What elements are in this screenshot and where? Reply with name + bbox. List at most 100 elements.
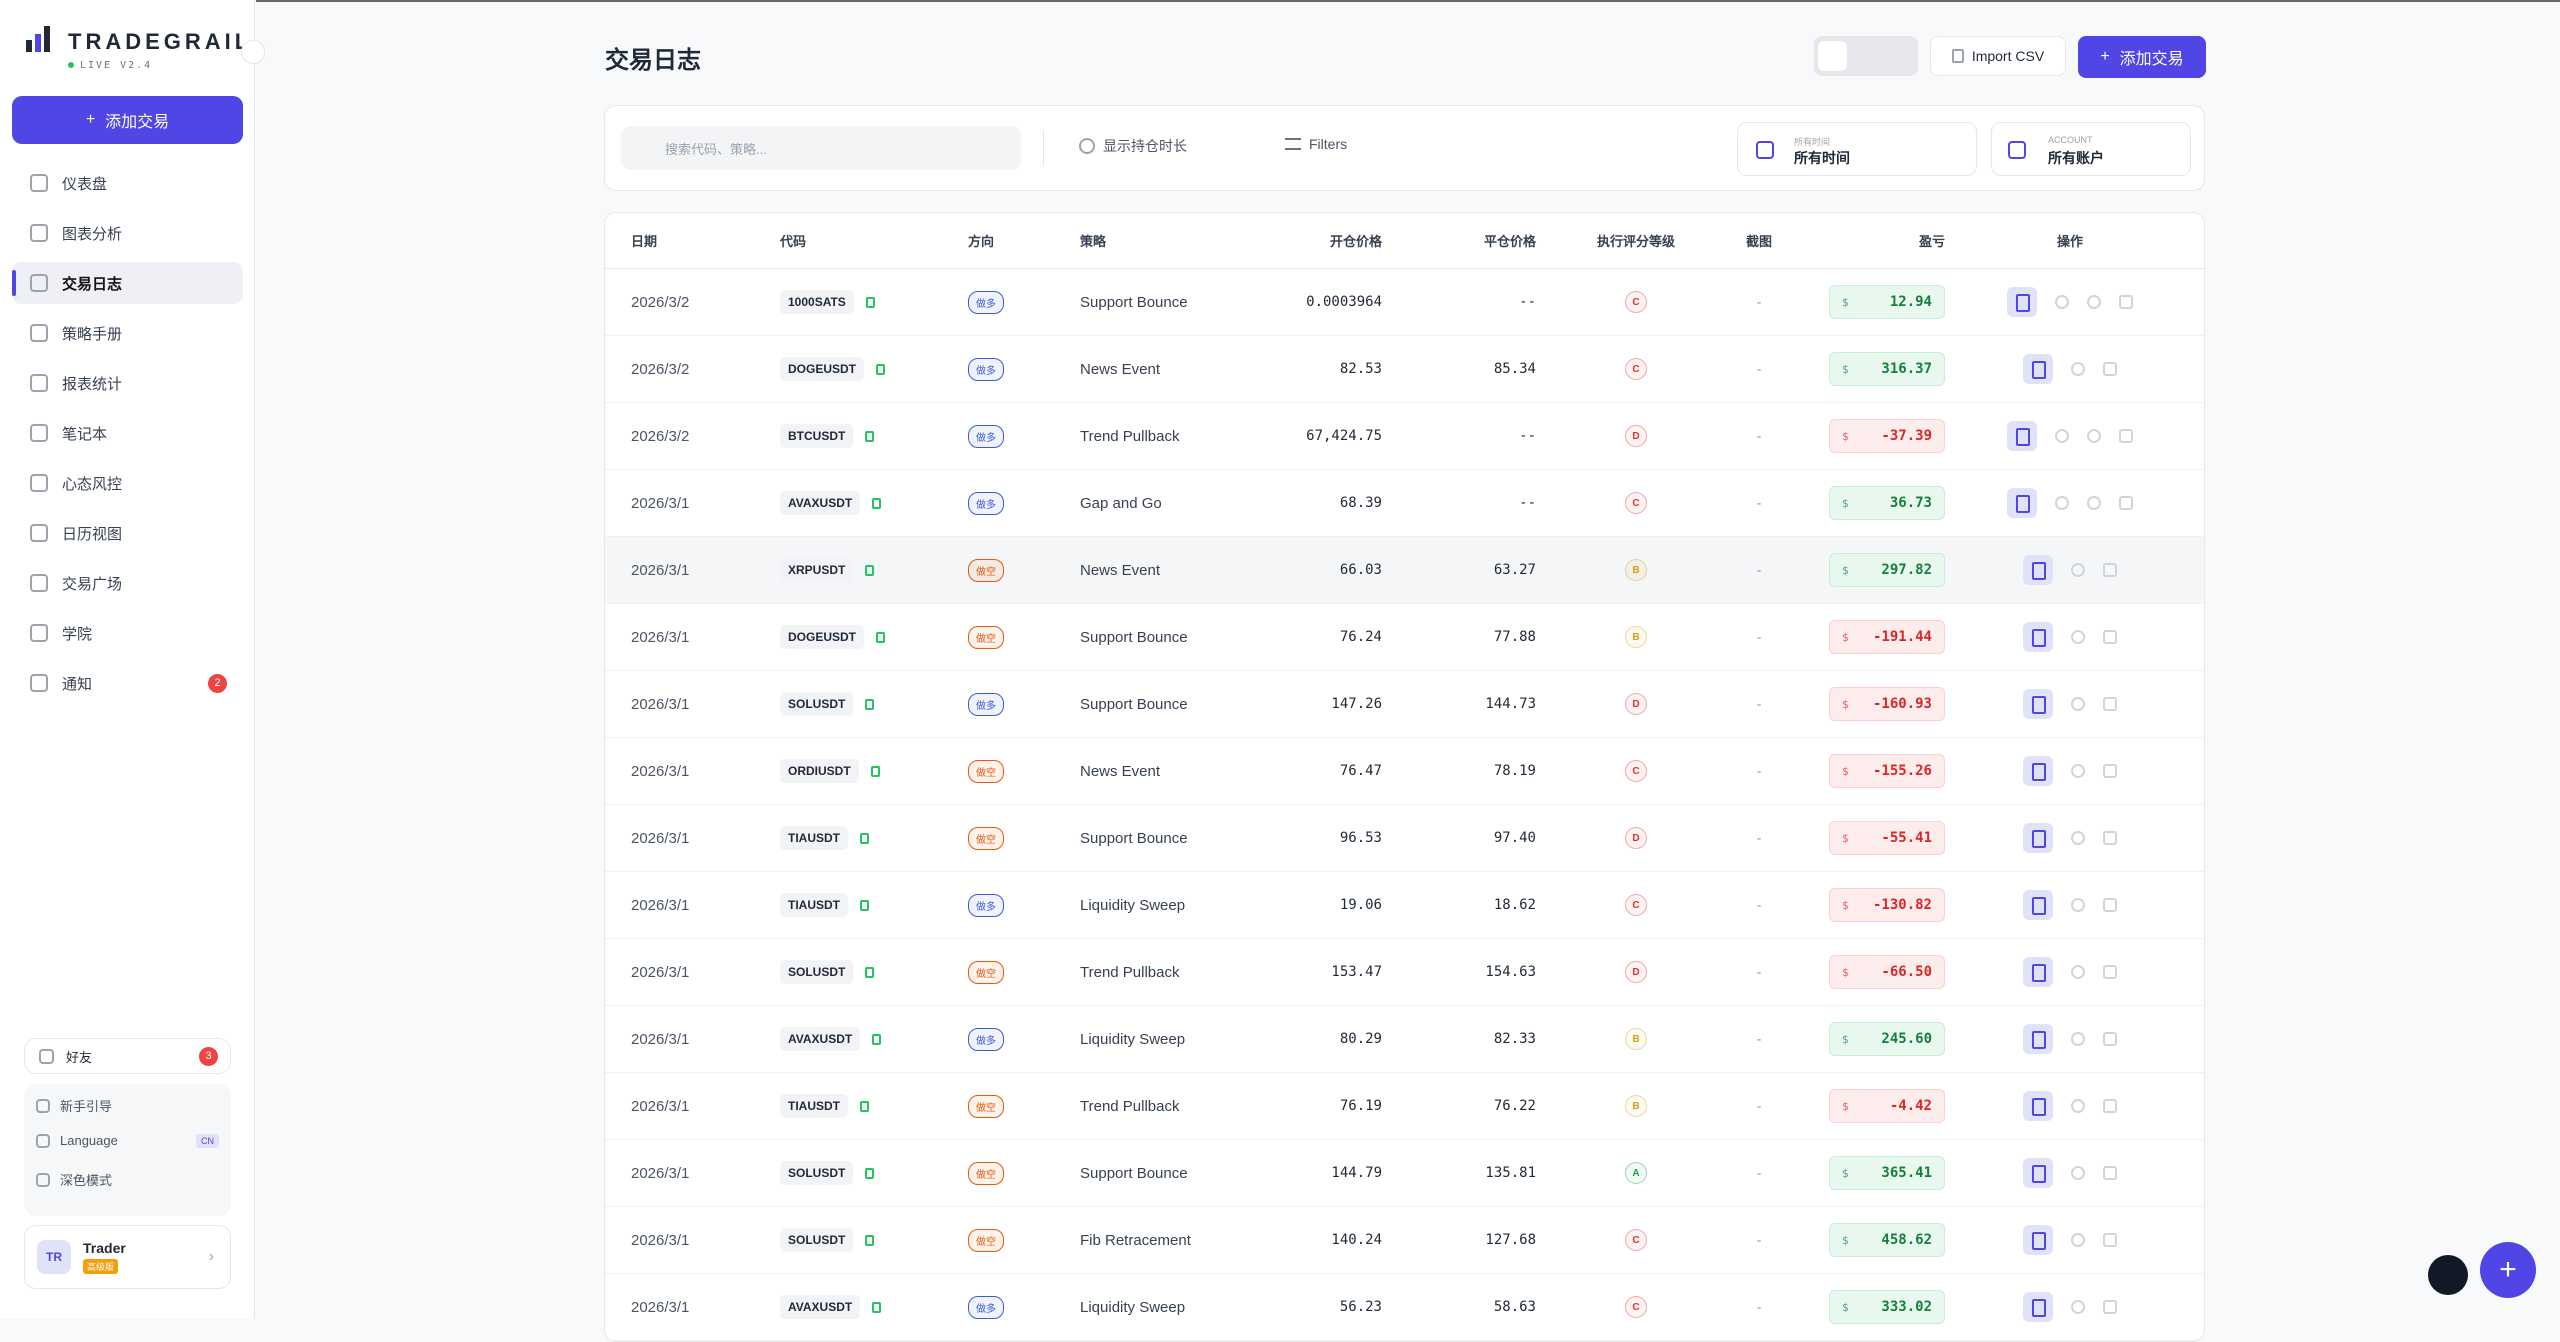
search-input[interactable]: 搜索代码、策略... [621,126,1021,170]
utility-link[interactable]: Language CN [36,1133,219,1148]
grade: B [1625,1095,1647,1117]
screenshot: - [1756,360,1762,378]
share-button[interactable] [2071,764,2085,778]
nav-item[interactable]: 图表分析 [12,212,243,254]
pnl-box: $333.02 [1829,1290,1945,1324]
sidebar: TRADEGRAIL LIVE V2.4 + 添加交易 仪表盘 图表分析 交易日志 策略… [0,0,265,1319]
share-button[interactable] [2071,362,2085,376]
edit-button[interactable] [2023,1292,2053,1322]
delete-button[interactable] [2119,295,2133,309]
import-csv-button[interactable]: Import CSV [1930,36,2066,76]
import-csv-text: Import CSV [1971,48,2045,64]
nav-item[interactable]: 日历视图 [12,512,243,554]
nav-item[interactable]: 心态风控 [12,462,243,504]
delete-button[interactable] [2103,831,2117,845]
grade-cell: C [1536,1296,1736,1318]
user-card[interactable]: TR Trader 高级版 › [24,1225,231,1289]
share-button[interactable] [2087,496,2101,510]
delete-button[interactable] [2103,1300,2117,1314]
screenshot: - [1756,829,1762,847]
utility-link[interactable]: 新手引导 [36,1096,219,1115]
add-trade-text: 添加交易 [105,114,170,131]
close-button[interactable] [2055,496,2069,510]
nav-item[interactable]: 交易广场 [12,562,243,604]
book-view[interactable] [1885,41,1914,71]
close-button[interactable] [2055,429,2069,443]
friends[interactable]: 好友 3 [24,1038,231,1074]
share-button[interactable] [2071,1300,2085,1314]
add-trade-button[interactable]: + 添加交易 [12,96,243,144]
nav-item[interactable]: 仪表盘 [12,162,243,204]
fab-add[interactable]: + [2480,1242,2536,1298]
grade: B [1625,559,1647,581]
account-filter[interactable]: ACCOUNT 所有账户 [1991,122,2191,176]
list-view[interactable] [1818,41,1848,71]
share-button[interactable] [2071,630,2085,644]
nav-item[interactable]: 通知 2 [12,662,243,704]
filters-button[interactable]: Filters [1285,136,1347,152]
entry-price: 76.24 [1339,629,1382,645]
delete-button[interactable] [2119,496,2133,510]
nav-item[interactable]: 笔记本 [12,412,243,454]
header-add-trade[interactable]: + 添加交易 [2078,36,2206,78]
edit-button[interactable] [2023,756,2053,786]
pnl: 12.94 [1889,294,1932,310]
delete-button[interactable] [2103,563,2117,577]
main: 交易日志 Import CSV + 添加交易 搜索代码、策略... 显示持仓时长 … [256,0,2560,1342]
share-button[interactable] [2087,429,2101,443]
share-button[interactable] [2071,831,2085,845]
delete-button[interactable] [2103,697,2117,711]
chat-button[interactable] [2428,1255,2468,1295]
edit-button[interactable] [2007,421,2037,451]
collapse-button[interactable] [241,40,265,64]
edit-button[interactable] [2023,555,2053,585]
delete-button[interactable] [2103,1166,2117,1180]
delete-button[interactable] [2119,429,2133,443]
share-button[interactable] [2071,965,2085,979]
share-button[interactable] [2071,1233,2085,1247]
share-button[interactable] [2071,1166,2085,1180]
edit-button[interactable] [2023,957,2053,987]
close-button[interactable] [2055,295,2069,309]
delete-button[interactable] [2103,764,2117,778]
share-button[interactable] [2087,295,2101,309]
trade-row: 2026/3/1 AVAXUSDT 做多 Gap and Go 68.39 -- C - $36… [605,470,2204,537]
column-header: 盈亏 [1918,234,1945,249]
nav-item[interactable]: 学院 [12,612,243,654]
edit-button[interactable] [2023,689,2053,719]
column-header: 开仓价格 [1329,234,1382,249]
share-button[interactable] [2071,1032,2085,1046]
duration-toggle[interactable]: 显示持仓时长 [1079,136,1187,156]
share-button[interactable] [2071,697,2085,711]
nav-item[interactable]: 交易日志 [12,262,243,304]
delete-button[interactable] [2103,1099,2117,1113]
edit-button[interactable] [2023,823,2053,853]
edit-button[interactable] [2007,488,2037,518]
edit-button[interactable] [2007,287,2037,317]
pnl: 36.73 [1889,495,1932,511]
edit-button[interactable] [2023,1024,2053,1054]
edit-button[interactable] [2023,1225,2053,1255]
pnl: 333.02 [1881,1299,1932,1315]
edit-button[interactable] [2023,1158,2053,1188]
nav-item[interactable]: 报表统计 [12,362,243,404]
edit-button[interactable] [2023,1091,2053,1121]
time-filter[interactable]: 所有时间 所有时间 [1737,122,1977,176]
screenshot: - [1756,1164,1762,1182]
delete-button[interactable] [2103,898,2117,912]
delete-button[interactable] [2103,362,2117,376]
share-button[interactable] [2071,1099,2085,1113]
share-button[interactable] [2071,898,2085,912]
grid-view[interactable] [1851,41,1880,71]
edit-button[interactable] [2023,622,2053,652]
delete-button[interactable] [2103,630,2117,644]
delete-button[interactable] [2103,1032,2117,1046]
utility-link[interactable]: 深色模式 [36,1170,219,1189]
delete-button[interactable] [2103,1233,2117,1247]
delete-button[interactable] [2103,965,2117,979]
nav-item[interactable]: 策略手册 [12,312,243,354]
edit-button[interactable] [2023,354,2053,384]
symbol-note-icon [876,631,886,643]
edit-button[interactable] [2023,890,2053,920]
share-button[interactable] [2071,563,2085,577]
